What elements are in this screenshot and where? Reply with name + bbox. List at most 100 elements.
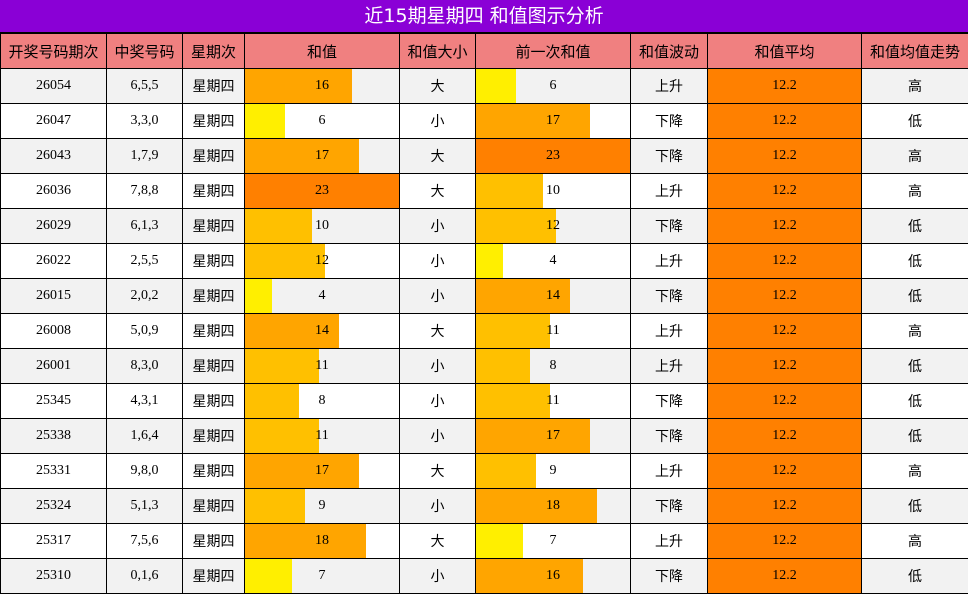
header-trend: 和值波动 — [631, 34, 708, 69]
prev-sum-cell-bar — [476, 209, 556, 243]
sum-cell: 17 — [245, 139, 400, 174]
sum-cell-bar — [245, 524, 366, 558]
numbers-cell: 1,7,9 — [107, 139, 183, 174]
sum-cell: 17 — [245, 454, 400, 489]
sum-cell: 9 — [245, 489, 400, 524]
sum-cell: 16 — [245, 69, 400, 104]
period-cell: 26036 — [1, 174, 107, 209]
size-cell: 小 — [400, 244, 476, 279]
sum-cell: 7 — [245, 559, 400, 594]
sum-cell: 8 — [245, 384, 400, 419]
period-cell: 26015 — [1, 279, 107, 314]
weekday-cell: 星期四 — [183, 104, 245, 139]
prev-sum-cell-value: 9 — [550, 463, 557, 478]
trend-cell: 下降 — [631, 419, 708, 454]
avg-trend-cell: 低 — [862, 489, 968, 524]
prev-sum-cell: 16 — [476, 559, 631, 594]
trend-cell: 上升 — [631, 244, 708, 279]
numbers-cell: 5,0,9 — [107, 314, 183, 349]
prev-sum-cell-bar — [476, 384, 550, 418]
sum-cell: 6 — [245, 104, 400, 139]
prev-sum-cell-value: 11 — [546, 323, 559, 338]
numbers-cell: 7,8,8 — [107, 174, 183, 209]
prev-sum-cell: 18 — [476, 489, 631, 524]
prev-sum-cell-value: 7 — [550, 533, 557, 548]
header-numbers: 中奖号码 — [107, 34, 183, 69]
prev-sum-cell-value: 17 — [546, 428, 560, 443]
size-cell: 小 — [400, 489, 476, 524]
weekday-cell: 星期四 — [183, 174, 245, 209]
weekday-cell: 星期四 — [183, 244, 245, 279]
weekday-cell: 星期四 — [183, 384, 245, 419]
header-size: 和值大小 — [400, 34, 476, 69]
trend-cell: 下降 — [631, 139, 708, 174]
period-cell: 25310 — [1, 559, 107, 594]
sum-cell: 10 — [245, 209, 400, 244]
numbers-cell: 3,3,0 — [107, 104, 183, 139]
prev-sum-cell-bar — [476, 419, 590, 453]
avg-cell: 12.2 — [708, 279, 862, 314]
numbers-cell: 7,5,6 — [107, 524, 183, 559]
header-avg-trend: 和值均值走势 — [862, 34, 968, 69]
sum-cell-value: 14 — [315, 323, 329, 338]
prev-sum-cell-value: 6 — [550, 78, 557, 93]
avg-trend-cell: 高 — [862, 454, 968, 489]
prev-sum-cell-bar — [476, 349, 530, 383]
sum-cell-bar — [245, 104, 285, 138]
numbers-cell: 0,1,6 — [107, 559, 183, 594]
avg-trend-cell: 低 — [862, 349, 968, 384]
sum-cell-value: 17 — [315, 148, 329, 163]
prev-sum-cell-value: 18 — [546, 498, 560, 513]
prev-sum-cell-bar — [476, 454, 536, 488]
prev-sum-cell: 9 — [476, 454, 631, 489]
period-cell: 26008 — [1, 314, 107, 349]
sum-cell-bar — [245, 244, 325, 278]
avg-cell: 12.2 — [708, 209, 862, 244]
sum-cell: 18 — [245, 524, 400, 559]
avg-trend-cell: 低 — [862, 104, 968, 139]
weekday-cell: 星期四 — [183, 139, 245, 174]
avg-cell: 12.2 — [708, 419, 862, 454]
prev-sum-cell-bar — [476, 174, 543, 208]
numbers-cell: 9,8,0 — [107, 454, 183, 489]
prev-sum-cell: 14 — [476, 279, 631, 314]
avg-trend-cell: 低 — [862, 419, 968, 454]
avg-trend-cell: 低 — [862, 279, 968, 314]
numbers-cell: 5,1,3 — [107, 489, 183, 524]
sum-cell-value: 8 — [319, 393, 326, 408]
size-cell: 小 — [400, 209, 476, 244]
prev-sum-cell: 12 — [476, 209, 631, 244]
period-cell: 25338 — [1, 419, 107, 454]
avg-trend-cell: 低 — [862, 244, 968, 279]
period-cell: 26022 — [1, 244, 107, 279]
numbers-cell: 6,1,3 — [107, 209, 183, 244]
period-cell: 26047 — [1, 104, 107, 139]
prev-sum-cell-bar — [476, 69, 516, 103]
trend-cell: 下降 — [631, 279, 708, 314]
sum-cell: 11 — [245, 349, 400, 384]
weekday-cell: 星期四 — [183, 279, 245, 314]
prev-sum-cell: 23 — [476, 139, 631, 174]
trend-cell: 上升 — [631, 349, 708, 384]
avg-cell: 12.2 — [708, 559, 862, 594]
sum-analysis-table: 开奖号码期次 中奖号码 星期次 和值 和值大小 前一次和值 和值波动 和值平均 … — [0, 33, 968, 594]
avg-cell: 12.2 — [708, 314, 862, 349]
sum-cell: 23 — [245, 174, 400, 209]
trend-cell: 上升 — [631, 454, 708, 489]
size-cell: 大 — [400, 454, 476, 489]
avg-cell: 12.2 — [708, 244, 862, 279]
header-prev-sum: 前一次和值 — [476, 34, 631, 69]
period-cell: 26043 — [1, 139, 107, 174]
period-cell: 25331 — [1, 454, 107, 489]
avg-cell: 12.2 — [708, 454, 862, 489]
